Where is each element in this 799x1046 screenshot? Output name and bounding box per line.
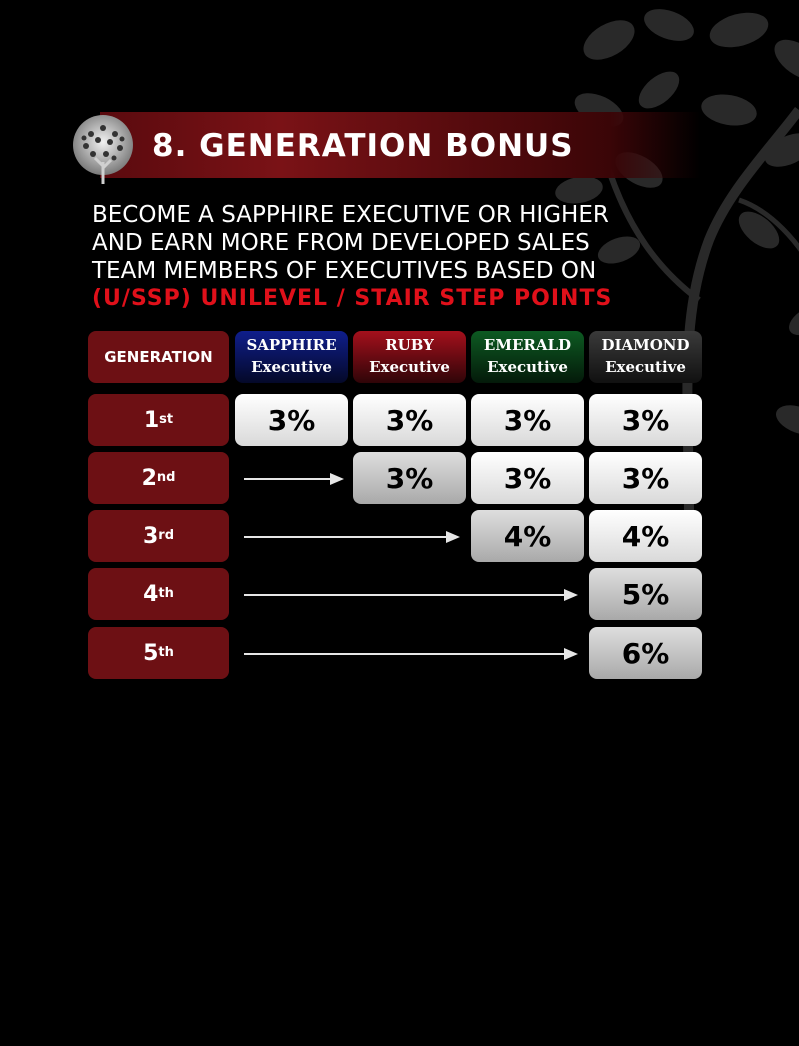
tree-logo-icon: [73, 115, 133, 184]
rank-header-emerald: EMERALD Executive: [471, 331, 584, 383]
bonus-cell: 3%: [589, 394, 702, 446]
description-line: TEAM MEMBERS OF EXECUTIVES BASED ON: [92, 258, 597, 284]
rank-sub: Executive: [605, 358, 686, 376]
arrow-right-icon: [244, 589, 578, 601]
rank-name: DIAMOND: [601, 336, 690, 354]
bonus-cell: 4%: [471, 510, 584, 562]
background-tree-icon: [555, 9, 799, 520]
bonus-cell: 3%: [471, 452, 584, 504]
description: BECOME A SAPPHIRE EXECUTIVE OR HIGHER AN…: [92, 201, 732, 313]
arrow-right-icon: [244, 473, 344, 485]
rank-header-ruby: RUBY Executive: [353, 331, 466, 383]
description-highlight: (U/SSP) UNILEVEL / STAIR STEP POINTS: [92, 286, 613, 311]
generation-header: GENERATION: [88, 331, 229, 383]
bonus-cell: 6%: [589, 627, 702, 679]
generation-number: 3: [142, 523, 159, 549]
rank-sub: Executive: [369, 358, 450, 376]
bonus-cell: 3%: [471, 394, 584, 446]
page-title: 8. GENERATION BONUS: [152, 128, 574, 164]
bonus-cell: 4%: [589, 510, 702, 562]
rank-name: SAPPHIRE: [246, 336, 337, 354]
rank-name: RUBY: [385, 336, 434, 354]
bonus-cell: 3%: [589, 452, 702, 504]
title-banner: [100, 112, 700, 178]
arrow-right-icon: [244, 531, 460, 543]
generation-number: 4: [143, 581, 159, 607]
arrow-right-icon: [244, 648, 578, 660]
rank-header-sapphire: SAPPHIRE Executive: [235, 331, 348, 383]
rank-sub: Executive: [251, 358, 332, 376]
generation-number: 5: [143, 640, 159, 666]
description-line: AND EARN MORE FROM DEVELOPED SALES: [92, 230, 590, 256]
bonus-cell: 3%: [353, 394, 466, 446]
rank-header-diamond: DIAMOND Executive: [589, 331, 702, 383]
generation-number: 2: [141, 465, 157, 491]
bonus-cell: 3%: [235, 394, 348, 446]
bonus-cell: 3%: [353, 452, 466, 504]
rank-name: EMERALD: [483, 336, 572, 354]
bonus-cell: 5%: [589, 568, 702, 620]
rank-sub: Executive: [487, 358, 568, 376]
description-line: BECOME A SAPPHIRE EXECUTIVE OR HIGHER: [92, 202, 609, 228]
generation-number: 1: [143, 407, 160, 433]
